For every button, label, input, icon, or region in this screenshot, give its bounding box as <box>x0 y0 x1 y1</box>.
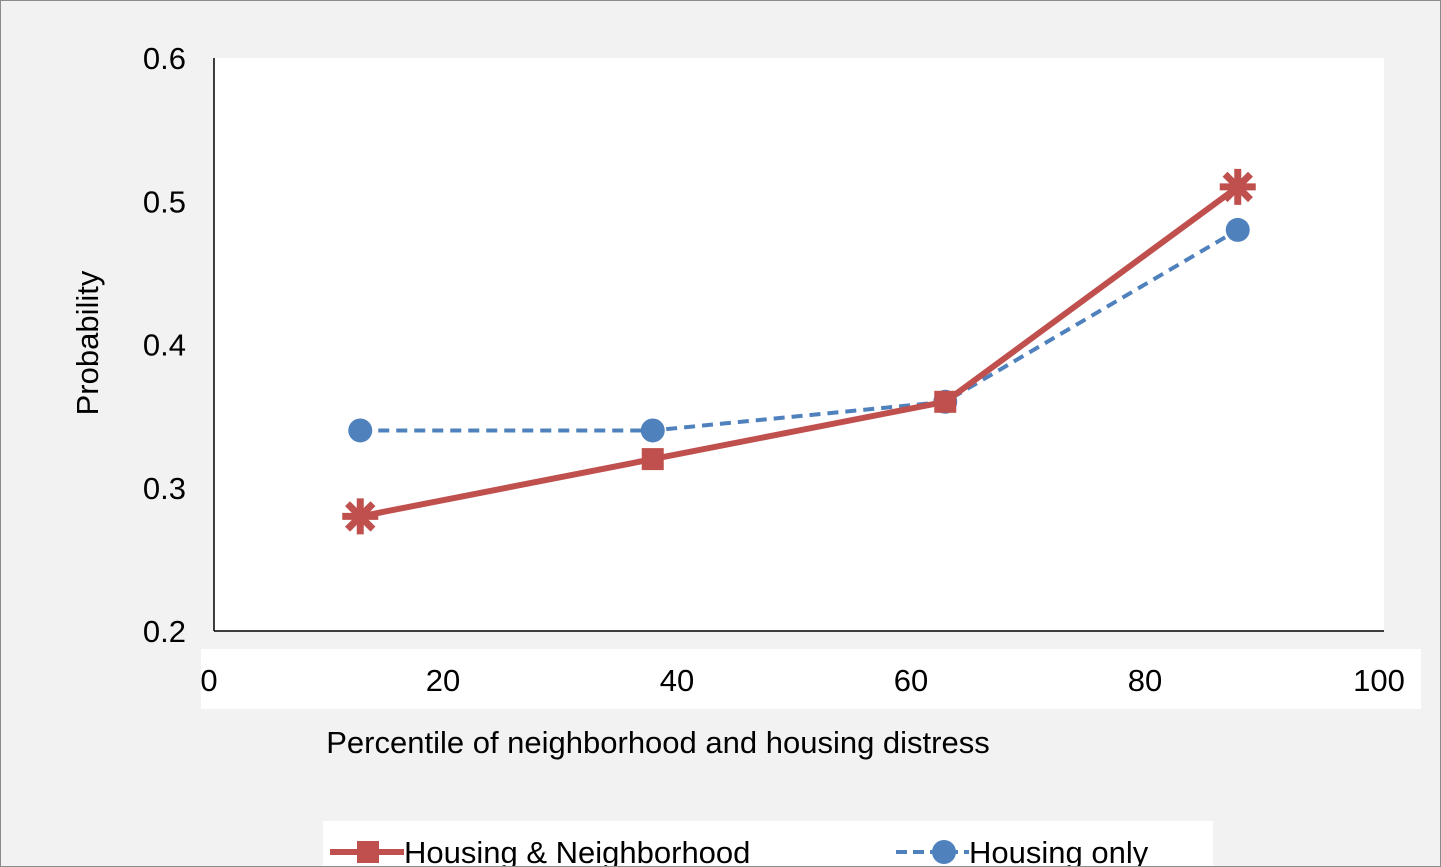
data-point-asterisk <box>342 498 379 535</box>
x-tick-label: 60 <box>894 663 928 698</box>
x-axis-title: Percentile of neighborhood and housing d… <box>326 725 990 760</box>
y-tick-labels: 0.2 0.3 0.4 0.5 0.6 <box>143 41 186 649</box>
data-point-circle <box>348 418 373 443</box>
legend-marker-square <box>357 841 379 863</box>
x-tick-label: 100 <box>1353 663 1405 698</box>
data-point-circle <box>1225 217 1250 242</box>
y-tick-label: 0.2 <box>143 614 186 649</box>
x-tick-label: 20 <box>426 663 460 698</box>
x-tick-labels: 0 20 40 60 80 100 <box>200 663 1404 698</box>
x-tick-label: 0 <box>200 663 217 698</box>
series-layer <box>342 168 1256 535</box>
series-housing-neighborhood <box>342 168 1256 535</box>
legend-marker-circle <box>932 840 956 864</box>
legend-background <box>323 821 1213 866</box>
y-tick-label: 0.3 <box>143 471 186 506</box>
asterisk-stroke <box>1222 171 1253 203</box>
legend-label-housing-only: Housing only <box>969 835 1149 866</box>
data-point-asterisk <box>1219 168 1256 205</box>
y-tick-label: 0.5 <box>143 184 186 219</box>
asterisk-stroke <box>345 501 376 532</box>
y-tick-label: 0.4 <box>143 328 186 363</box>
data-point-square <box>934 390 957 413</box>
legend: Housing & Neighborhood Housing only <box>330 835 1149 866</box>
series-line <box>359 184 1240 520</box>
y-axis-title: Probability <box>70 270 105 415</box>
series-line <box>360 228 1239 433</box>
x-tick-label: 40 <box>660 663 694 698</box>
data-point-square <box>641 448 664 471</box>
plot-area <box>214 58 1384 631</box>
x-tick-label: 80 <box>1128 663 1162 698</box>
data-point-circle <box>640 418 665 443</box>
x-tick-label-band <box>201 649 1421 709</box>
y-tick-label: 0.6 <box>143 41 186 76</box>
legend-label-housing-neighborhood: Housing & Neighborhood <box>404 835 750 866</box>
